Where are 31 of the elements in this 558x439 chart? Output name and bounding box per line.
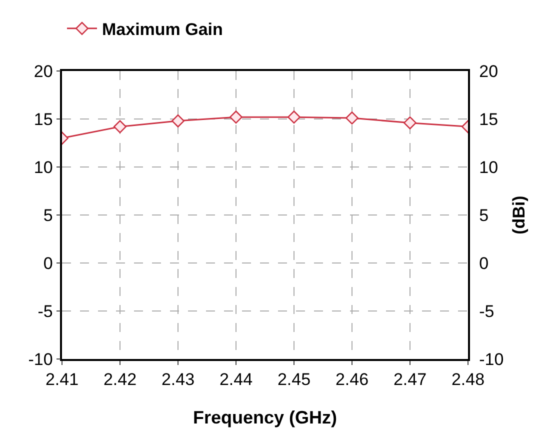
y-tick-label: 0	[43, 254, 53, 273]
y2-tick-label: -10	[479, 350, 504, 369]
x-tick-label: 2.42	[103, 370, 137, 390]
y2-tick-label: 5	[479, 206, 489, 225]
y-tick-label: 20	[34, 62, 53, 81]
y-tick-label: 15	[34, 110, 53, 129]
y2-tick-label: 20	[479, 62, 498, 81]
y2-tick-label: 0	[479, 254, 489, 273]
y2-tick-label: 10	[479, 158, 498, 177]
y2-axis-title: (dBi)	[510, 196, 529, 234]
x-tick-label: 2.48	[451, 370, 485, 390]
y2-tick-label: -5	[479, 302, 494, 321]
y-tick-label: -5	[38, 302, 53, 321]
point	[114, 120, 126, 134]
x-tick-label: 2.41	[45, 370, 79, 390]
x-tick-label: 2.47	[393, 370, 427, 390]
point	[346, 112, 358, 125]
legend-label: Maximum Gain	[102, 20, 223, 40]
point	[172, 114, 184, 128]
x-axis-title: Frequency (GHz)	[192, 408, 338, 428]
x-tick-label: 2.43	[161, 370, 195, 390]
y-tick-label: 5	[43, 206, 53, 225]
point	[230, 110, 242, 124]
y-tick-label: 10	[34, 158, 53, 177]
x-tick-label: 2.44	[219, 370, 253, 390]
point	[404, 116, 416, 130]
y-tick-label: -10	[28, 350, 53, 369]
y2-tick-label: 15	[479, 110, 498, 129]
x-tick-label: 2.45	[277, 370, 311, 390]
point	[288, 110, 300, 124]
x-tick-label: 2.46	[335, 370, 369, 390]
